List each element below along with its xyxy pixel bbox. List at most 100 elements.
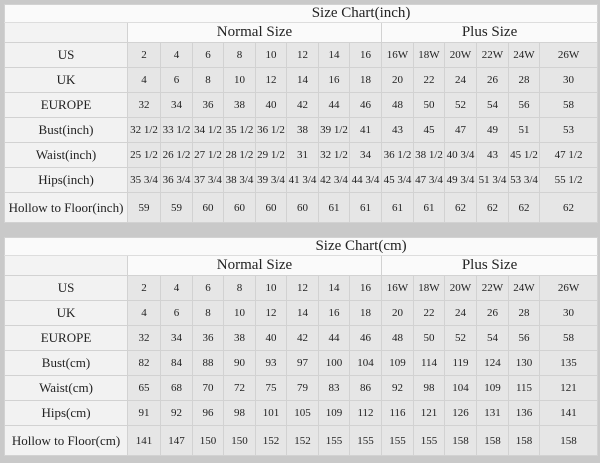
plus-size-cell: 158	[538, 425, 599, 456]
plus-size-cell: 47	[444, 117, 477, 143]
normal-size-cell: 70	[192, 375, 224, 401]
plus-size-cell: 24W	[508, 275, 540, 301]
normal-size-cell: 6	[192, 42, 224, 68]
plus-size-cell: 62	[508, 192, 540, 223]
plus-size-cell: 20	[381, 67, 414, 93]
plus-size-cell: 50	[413, 325, 445, 351]
plus-size-cell: 24	[444, 300, 477, 326]
normal-size-cell: 18	[349, 300, 382, 326]
plus-size-cell: 52	[444, 92, 477, 118]
plus-size-header: Plus Size	[380, 255, 599, 276]
plus-size-cell: 45 3/4	[381, 167, 414, 193]
normal-size-cell: 2	[127, 42, 161, 68]
chart-title: Size Chart(inch)	[3, 4, 599, 23]
plus-size-cell: 26W	[538, 275, 599, 301]
normal-size-cell: 91	[127, 400, 161, 426]
plus-size-cell: 26W	[538, 42, 599, 68]
normal-size-cell: 8	[192, 67, 224, 93]
size-chart-cm-table: Size Chart(cm) Normal Size Plus Size US 2 4 6 8…	[3, 237, 599, 456]
normal-size-cell: 105	[286, 400, 319, 426]
normal-size-cell: 93	[255, 350, 287, 376]
table-row: EUROPE 32 34 36 38 40 42 44 46 48 50 52 54 56 58	[4, 92, 599, 118]
plus-size-cell: 109	[476, 375, 509, 401]
plus-size-cell: 92	[381, 375, 414, 401]
plus-size-cell: 53 3/4	[508, 167, 540, 193]
normal-size-cell: 32 1/2	[127, 117, 161, 143]
normal-size-cell: 10	[255, 275, 287, 301]
normal-size-header: Normal Size	[127, 255, 382, 276]
plus-size-cell: 18W	[413, 275, 445, 301]
normal-size-cell: 38 3/4	[223, 167, 256, 193]
row-label: Bust(inch)	[4, 117, 128, 143]
plus-size-cell: 45 1/2	[508, 142, 540, 168]
normal-size-cell: 34	[160, 92, 193, 118]
plus-size-cell: 158	[508, 425, 540, 456]
plus-size-cell: 155	[381, 425, 414, 456]
normal-size-cell: 112	[349, 400, 382, 426]
plus-size-cell: 48	[381, 325, 414, 351]
normal-size-cell: 109	[318, 400, 350, 426]
plus-size-cell: 158	[444, 425, 477, 456]
plus-size-cell: 116	[381, 400, 414, 426]
normal-size-cell: 42	[286, 325, 319, 351]
plus-size-cell: 24W	[508, 42, 540, 68]
normal-size-cell: 6	[160, 67, 193, 93]
table-row: EUROPE 32 34 36 38 40 42 44 46 48 50 52 54 56 58	[4, 325, 599, 351]
normal-size-cell: 46	[349, 325, 382, 351]
plus-size-cell: 55 1/2	[538, 167, 599, 193]
plus-size-cell: 130	[508, 350, 540, 376]
normal-size-cell: 35 3/4	[127, 167, 161, 193]
normal-size-cell: 41 3/4	[286, 167, 319, 193]
normal-size-cell: 29 1/2	[255, 142, 287, 168]
table-row: US 2 4 6 8 10 12 14 16 16W 18W 20W 22W 24W 26W	[4, 275, 599, 301]
chart-title: Size Chart(cm)	[3, 237, 599, 256]
normal-size-cell: 16	[318, 67, 350, 93]
normal-size-cell: 60	[223, 192, 256, 223]
plus-size-cell: 158	[476, 425, 509, 456]
normal-size-cell: 36 3/4	[160, 167, 193, 193]
normal-size-header: Normal Size	[127, 22, 382, 43]
normal-size-cell: 141	[127, 425, 161, 456]
normal-size-cell: 2	[127, 275, 161, 301]
normal-size-cell: 4	[160, 275, 193, 301]
normal-size-cell: 25 1/2	[127, 142, 161, 168]
table-row: Bust(inch) 32 1/2 33 1/2 34 1/2 35 1/2 36 1/2…	[4, 117, 599, 143]
size-group-header-row: Normal Size Plus Size	[4, 22, 599, 43]
plus-size-cell: 58	[538, 92, 599, 118]
row-label: EUROPE	[4, 92, 128, 118]
normal-size-cell: 16	[349, 42, 382, 68]
normal-size-cell: 27 1/2	[192, 142, 224, 168]
normal-size-cell: 8	[192, 300, 224, 326]
normal-size-cell: 150	[192, 425, 224, 456]
normal-size-cell: 61	[318, 192, 350, 223]
plus-size-cell: 52	[444, 325, 477, 351]
normal-size-cell: 155	[318, 425, 350, 456]
row-label: US	[4, 275, 128, 301]
row-label: Hips(inch)	[4, 167, 128, 193]
normal-size-cell: 60	[255, 192, 287, 223]
normal-size-cell: 4	[160, 42, 193, 68]
normal-size-cell: 88	[192, 350, 224, 376]
row-label: Bust(cm)	[4, 350, 128, 376]
plus-size-cell: 28	[508, 300, 540, 326]
plus-size-cell: 58	[538, 325, 599, 351]
normal-size-cell: 147	[160, 425, 193, 456]
row-label: Hollow to Floor(cm)	[4, 425, 128, 456]
normal-size-cell: 60	[192, 192, 224, 223]
plus-size-cell: 20W	[444, 42, 477, 68]
size-group-header-row: Normal Size Plus Size	[4, 255, 599, 276]
plus-size-cell: 16W	[381, 275, 414, 301]
normal-size-cell: 38	[223, 325, 256, 351]
plus-size-cell: 114	[413, 350, 445, 376]
plus-size-cell: 53	[538, 117, 599, 143]
plus-size-cell: 36 1/2	[381, 142, 414, 168]
plus-size-cell: 131	[476, 400, 509, 426]
normal-size-cell: 14	[318, 42, 350, 68]
normal-size-cell: 36	[192, 325, 224, 351]
normal-size-cell: 16	[349, 275, 382, 301]
row-label: UK	[4, 300, 128, 326]
header-blank-cell	[4, 255, 128, 276]
normal-size-cell: 34	[160, 325, 193, 351]
normal-size-cell: 98	[223, 400, 256, 426]
plus-size-cell: 62	[476, 192, 509, 223]
